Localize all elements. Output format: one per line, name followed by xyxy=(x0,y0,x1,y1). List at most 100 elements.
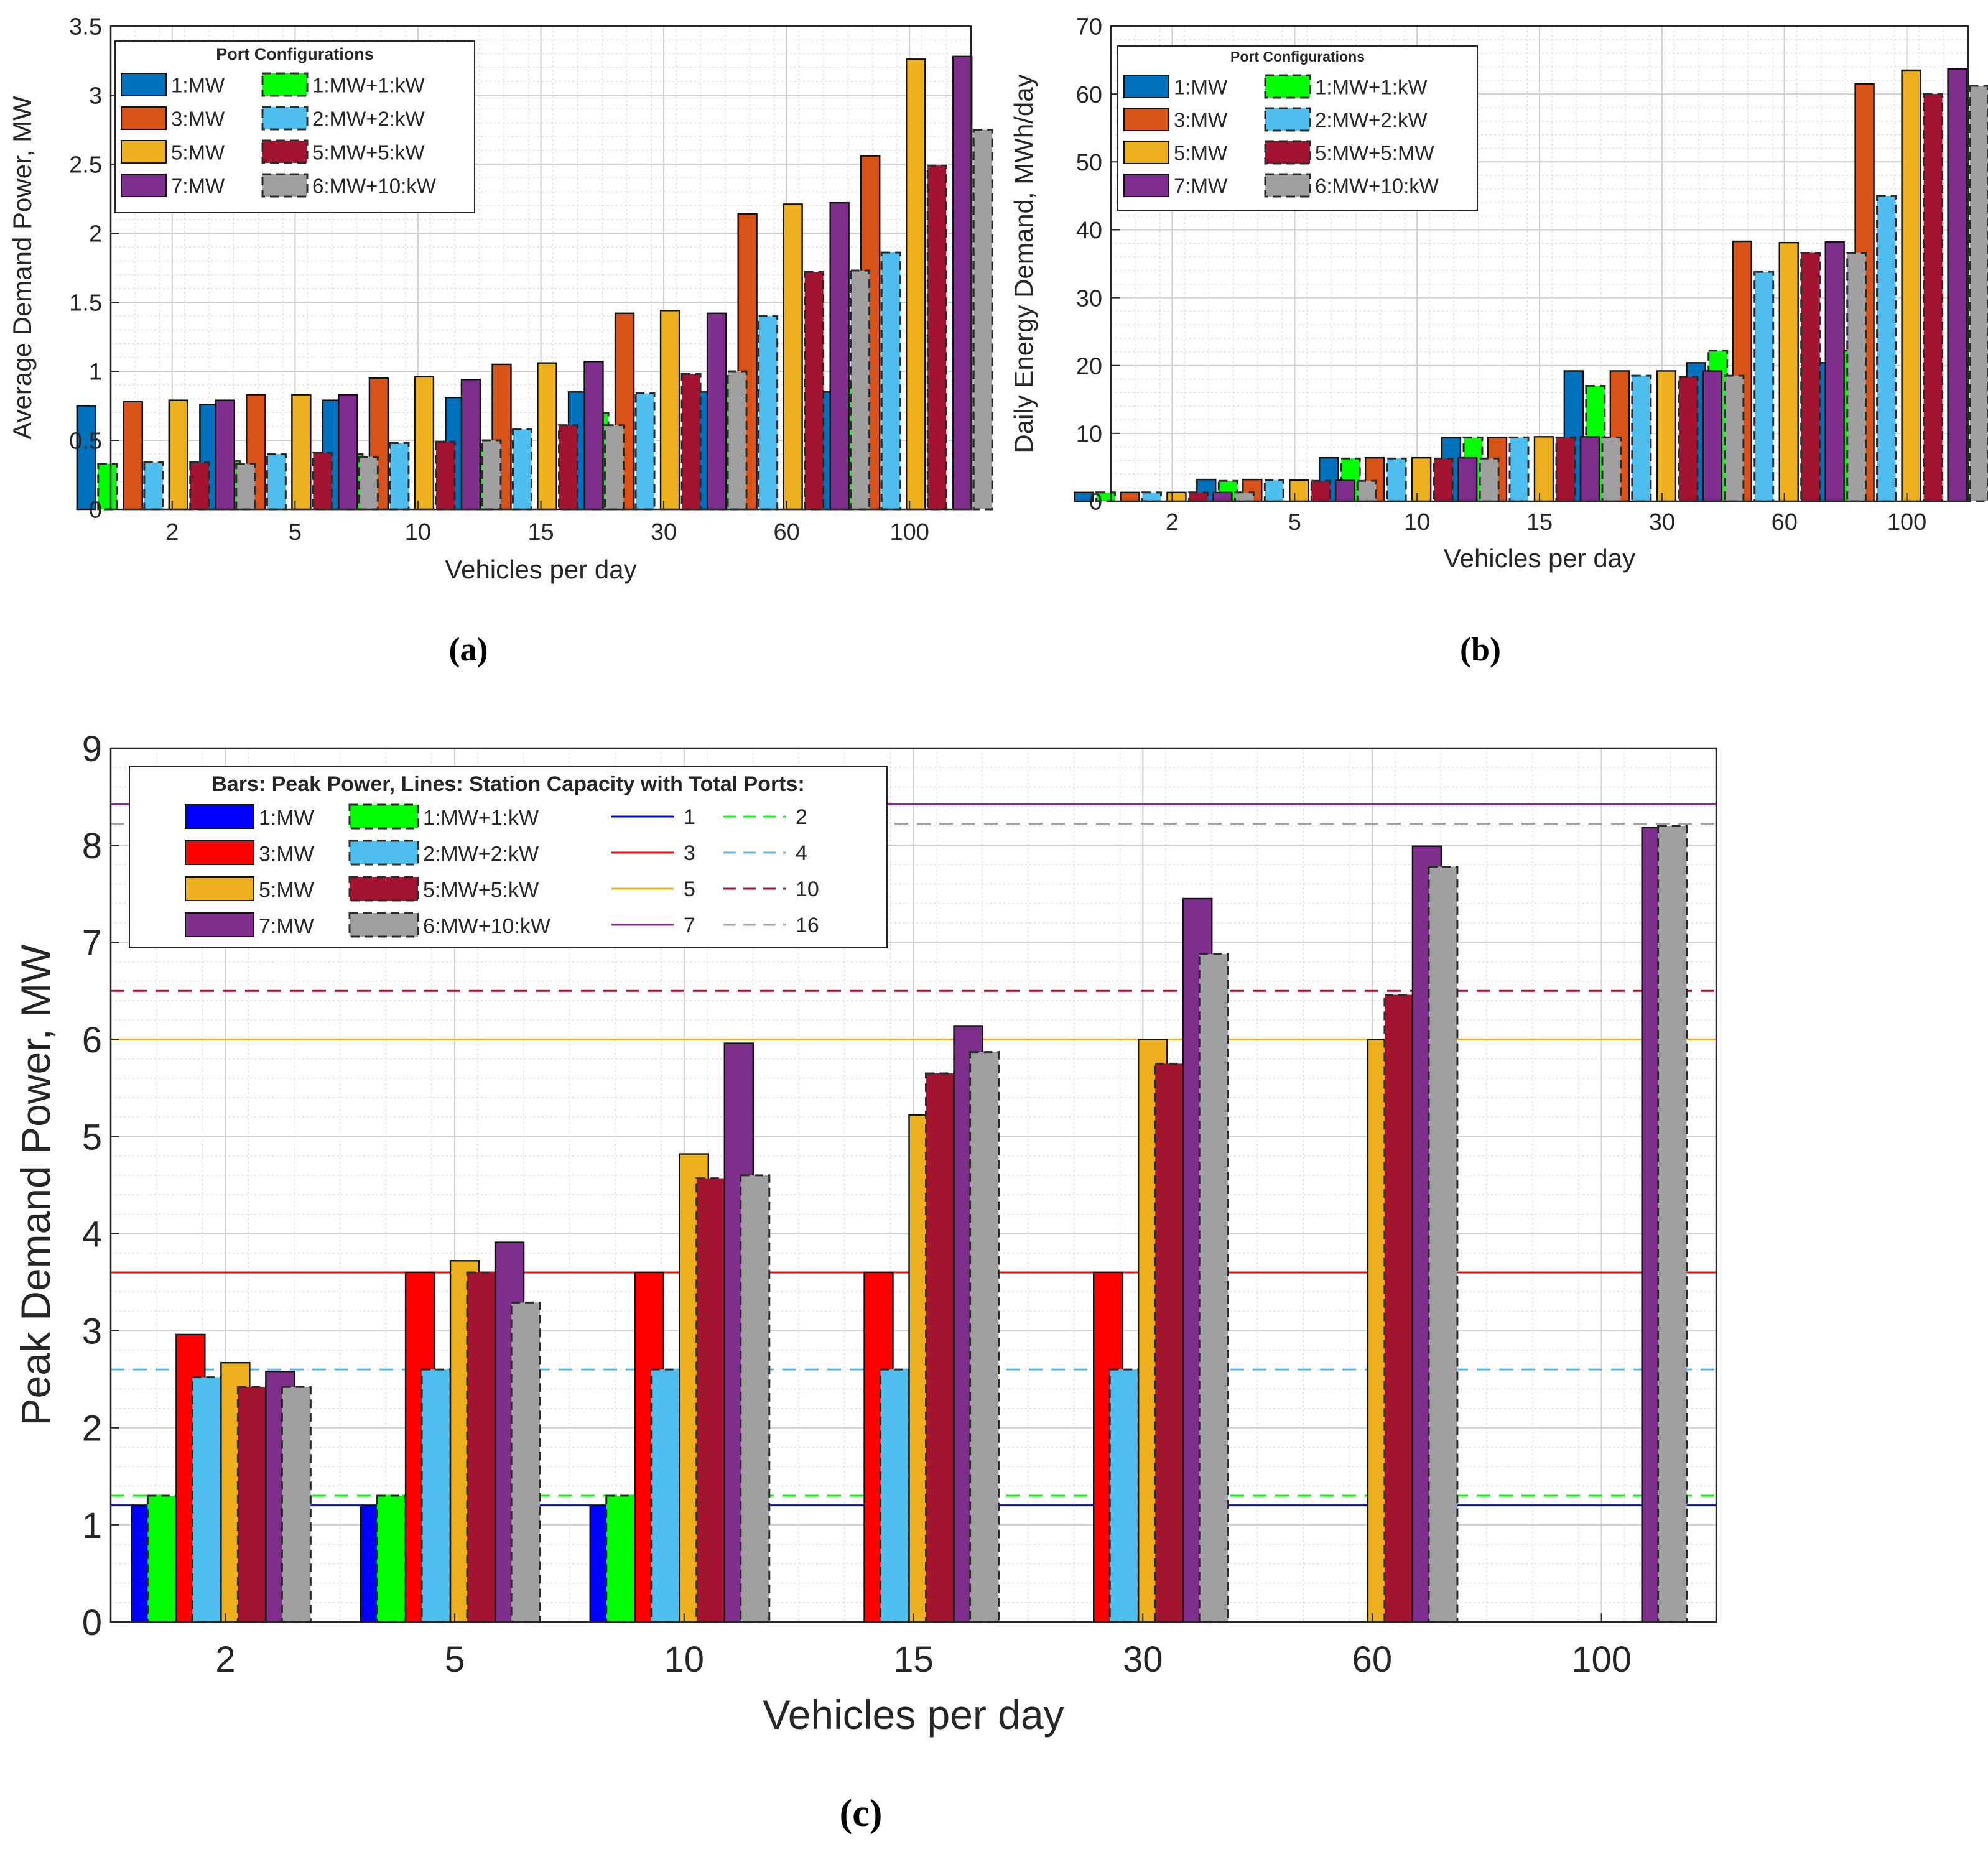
bar xyxy=(680,373,702,511)
legend-box xyxy=(129,766,888,948)
y-tick-label: 0 xyxy=(89,498,102,524)
x-tick-label: 15 xyxy=(893,1639,934,1680)
bar xyxy=(605,1494,636,1623)
legend-entry-label: 6:MW+10:kW xyxy=(423,914,550,938)
y-tick-label: 1 xyxy=(82,1506,102,1546)
bar xyxy=(972,129,993,511)
bar xyxy=(1074,491,1094,502)
legend-swatch xyxy=(1123,108,1169,131)
legend-swatch xyxy=(121,174,167,197)
y-axis-label: Daily Energy Demand, MWh/day xyxy=(1009,74,1038,453)
bar xyxy=(1386,457,1407,502)
bar xyxy=(1335,479,1355,502)
bar xyxy=(235,463,256,511)
bar xyxy=(1263,479,1284,502)
bar xyxy=(604,424,625,511)
legend-entry-label: 1:MW+1:kW xyxy=(1315,76,1428,99)
legend-swatch xyxy=(185,804,254,829)
y-tick-label: 30 xyxy=(1076,285,1102,312)
bar xyxy=(1533,436,1554,502)
legend-entry-label: 16 xyxy=(796,914,819,937)
bar xyxy=(1198,953,1229,1623)
legend-swatch xyxy=(261,72,309,97)
bar xyxy=(1923,93,1944,502)
bar xyxy=(952,55,973,511)
legend-swatch xyxy=(121,73,167,96)
bar xyxy=(291,394,312,511)
legend-entry-label: 1:MW+1:kW xyxy=(312,74,425,97)
y-axis-label: Peak Demand Power, MW xyxy=(12,944,58,1426)
legend-title: Bars: Peak Power, Lines: Station Capacit… xyxy=(211,772,804,796)
legend-swatch xyxy=(261,173,309,198)
bar xyxy=(740,1174,771,1623)
bar xyxy=(1120,491,1140,502)
bar xyxy=(1411,456,1432,502)
bar xyxy=(1108,1368,1140,1623)
legend-swatch xyxy=(1123,75,1169,98)
legend-entry-label: 2:MW+2:kW xyxy=(1315,109,1428,132)
legend-entry-label: 5:MW+5:MW xyxy=(1315,142,1434,165)
legend-swatch xyxy=(261,106,309,131)
legend-entry-label: 6:MW+10:kW xyxy=(1315,175,1439,198)
bar xyxy=(146,1494,177,1623)
x-axis-label: Vehicles per day xyxy=(445,555,636,584)
bar xyxy=(1457,456,1478,502)
bar xyxy=(1656,370,1677,502)
bar xyxy=(1800,252,1821,502)
bars xyxy=(76,55,993,511)
y-tick-label: 0 xyxy=(1089,489,1102,516)
bar xyxy=(510,1301,541,1623)
bar xyxy=(880,251,901,511)
legend-entry-label: 2:MW+2:kW xyxy=(423,842,539,866)
bar xyxy=(1824,241,1845,502)
bar xyxy=(1753,271,1775,502)
bar xyxy=(358,456,379,511)
chart-panel-a: 0 0.5 1 1.5 2 2.5 3 3.5 2 5 10 15 30 60 100 Vehicles pe… xyxy=(7,14,993,668)
bar xyxy=(460,379,481,511)
y-tick-label: 20 xyxy=(1076,353,1102,379)
bar xyxy=(97,463,118,511)
legend-entry-label: 7:MW xyxy=(171,175,225,198)
bar xyxy=(466,1271,497,1623)
bar xyxy=(829,201,850,511)
legend-entry-label: 5:MW xyxy=(1174,142,1228,165)
x-tick-label: 100 xyxy=(1887,509,1926,535)
legend-swatch xyxy=(1123,141,1169,164)
bars xyxy=(1074,68,1988,502)
bar xyxy=(969,1051,1000,1623)
y-axis-label: Average Demand Power, MW xyxy=(7,96,37,440)
y-tick-label: 2 xyxy=(89,221,102,248)
legend-entry-label: 6:MW+10:kW xyxy=(312,175,437,198)
legend-swatch xyxy=(185,840,254,865)
bar xyxy=(850,269,871,511)
bar xyxy=(758,315,779,511)
bar xyxy=(338,394,358,511)
x-tick-label: 10 xyxy=(664,1639,705,1680)
bar xyxy=(1233,491,1255,502)
legend: Bars: Peak Power, Lines: Station Capacit… xyxy=(129,766,888,948)
legend-entry-label: 7 xyxy=(684,914,695,937)
bar xyxy=(727,370,748,511)
y-tick-label: 3.5 xyxy=(69,14,102,40)
chart-panel-b: 0 10 20 30 40 50 60 70 2 5 10 15 30 60 100 Vehicles per… xyxy=(1009,14,1988,668)
legend-entry-label: 3:MW xyxy=(259,842,314,866)
legend-title: Port Configurations xyxy=(216,45,373,63)
y-tick-label: 3 xyxy=(89,83,102,109)
bar xyxy=(1947,68,1967,502)
bar xyxy=(1702,370,1723,502)
x-axis-label: Vehicles per day xyxy=(1444,544,1635,573)
legend-entry-label: 1:MW xyxy=(1174,76,1228,99)
legend-swatch xyxy=(121,140,167,164)
x-tick-label: 10 xyxy=(405,519,431,545)
bar xyxy=(1356,479,1377,502)
bar xyxy=(281,1386,312,1623)
bar xyxy=(168,399,188,511)
bar xyxy=(414,376,435,511)
y-tick-label: 9 xyxy=(82,729,102,769)
bar xyxy=(783,203,803,511)
legend-entry-label: 2:MW+2:kW xyxy=(312,108,425,131)
x-tick-label: 30 xyxy=(1123,1639,1163,1680)
x-tick-label: 100 xyxy=(1571,1639,1632,1680)
legend-swatch xyxy=(1123,174,1169,197)
bar xyxy=(1631,374,1652,502)
